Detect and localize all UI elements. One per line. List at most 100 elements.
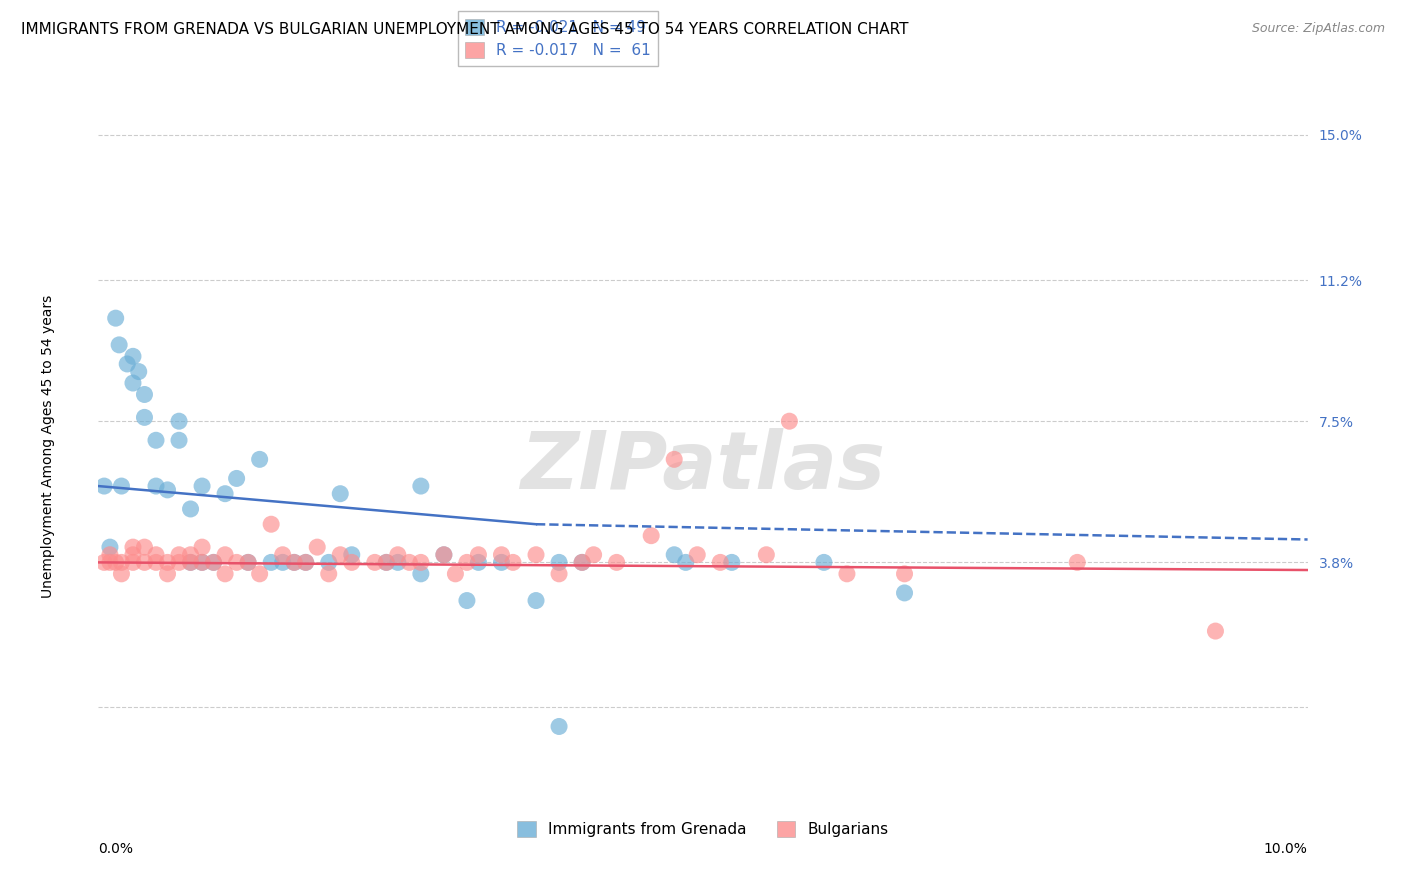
Point [271,555,294,569]
Point [294,555,316,569]
Point [409,566,432,581]
Point [318,566,340,581]
Point [409,555,432,569]
Legend: Immigrants from Grenada, Bulgarians: Immigrants from Grenada, Bulgarians [510,814,896,845]
Point [104,555,127,569]
Point [491,555,513,569]
Point [134,555,156,569]
Text: IMMIGRANTS FROM GRENADA VS BULGARIAN UNEMPLOYMENT AMONG AGES 45 TO 54 YEARS CORR: IMMIGRANTS FROM GRENADA VS BULGARIAN UNE… [21,22,908,37]
Point [606,555,628,569]
Point [444,566,467,581]
Point [502,555,524,569]
Point [524,548,547,562]
Point [202,555,225,569]
Point [249,452,271,467]
Point [1066,555,1088,569]
Point [202,555,225,569]
Point [467,548,489,562]
Point [180,502,202,516]
Point [214,566,236,581]
Point [214,548,236,562]
Point [524,593,547,607]
Point [260,555,283,569]
Point [191,555,214,569]
Point [893,566,915,581]
Point [548,719,571,733]
Point [180,555,202,569]
Point [93,479,115,493]
Point [156,483,179,497]
Point [686,548,709,562]
Point [145,548,167,562]
Point [548,566,571,581]
Point [283,555,305,569]
Point [110,555,132,569]
Point [110,566,132,581]
Point [387,555,409,569]
Point [249,566,271,581]
Point [307,540,329,554]
Point [329,486,352,500]
Point [340,548,363,562]
Point [491,548,513,562]
Point [156,555,179,569]
Point [340,555,363,569]
Point [375,555,398,569]
Point [134,387,156,401]
Point [283,555,305,569]
Point [108,338,131,352]
Point [128,365,150,379]
Point [664,452,686,467]
Text: ZIPatlas: ZIPatlas [520,428,886,507]
Point [294,555,316,569]
Point [98,555,121,569]
Point [409,479,432,493]
Point [167,434,190,448]
Point [191,540,214,554]
Text: 10.0%: 10.0% [1264,842,1308,856]
Point [260,517,283,532]
Point [1204,624,1226,638]
Point [122,376,145,390]
Point [145,479,167,493]
Point [675,555,697,569]
Point [387,548,409,562]
Point [104,311,127,326]
Point [122,540,145,554]
Point [664,548,686,562]
Point [571,555,593,569]
Point [236,555,259,569]
Point [122,548,145,562]
Point [398,555,420,569]
Point [134,540,156,554]
Point [375,555,398,569]
Point [191,479,214,493]
Point [225,555,247,569]
Point [329,548,352,562]
Point [93,555,115,569]
Text: 0.0%: 0.0% [98,842,134,856]
Point [145,555,167,569]
Point [456,593,478,607]
Point [709,555,731,569]
Point [98,548,121,562]
Point [720,555,742,569]
Text: Unemployment Among Ages 45 to 54 years: Unemployment Among Ages 45 to 54 years [41,294,55,598]
Point [145,434,167,448]
Point [893,586,915,600]
Point [456,555,478,569]
Point [640,529,662,543]
Point [110,479,132,493]
Point [778,414,800,428]
Point [115,357,138,371]
Point [225,471,247,485]
Point [548,555,571,569]
Point [467,555,489,569]
Point [98,540,121,554]
Point [835,566,858,581]
Point [813,555,835,569]
Point [271,548,294,562]
Point [156,566,179,581]
Text: Source: ZipAtlas.com: Source: ZipAtlas.com [1251,22,1385,36]
Point [191,555,214,569]
